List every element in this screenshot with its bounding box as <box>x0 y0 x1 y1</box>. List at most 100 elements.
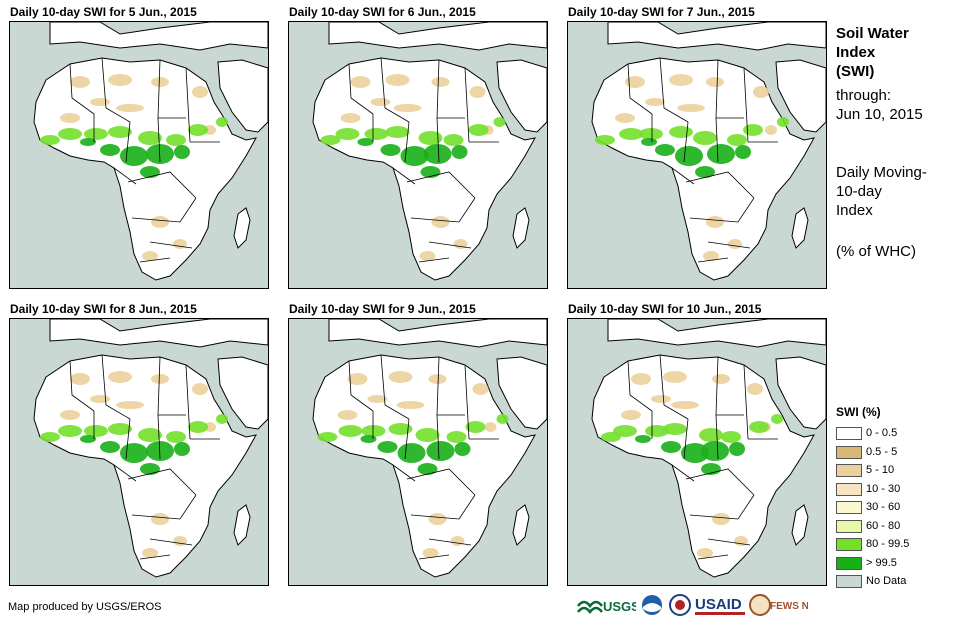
country-border <box>406 171 476 199</box>
swi-region-wet <box>699 428 723 442</box>
swi-region-saturated <box>641 138 657 146</box>
swi-region-dry <box>151 374 169 384</box>
swi-region-dry <box>645 98 665 106</box>
swi-region-saturated <box>174 442 190 456</box>
swi-region-wet <box>361 425 386 437</box>
swi-region-wet <box>84 425 108 437</box>
country-border <box>697 257 729 263</box>
country-border <box>113 464 137 482</box>
swi-region-saturated <box>357 138 374 146</box>
country-border <box>125 121 131 163</box>
swi-region-dry <box>703 251 719 261</box>
swi-region-wet <box>364 128 389 140</box>
swi-region-dry <box>625 76 645 88</box>
country-border <box>683 121 689 163</box>
panel-title-2: Daily 10-day SWI for 6 Jun., 2015 <box>289 5 476 19</box>
swi-region-wet <box>493 117 506 127</box>
swi-region-wet <box>58 425 82 437</box>
swi-region-wet <box>40 135 60 145</box>
swi-region-dry <box>90 395 110 403</box>
swi-region-dry <box>651 395 671 403</box>
swi-region-dry <box>753 86 769 98</box>
swi-region-saturated <box>423 144 452 164</box>
legend-label: 0 - 0.5 <box>866 427 898 439</box>
svg-text:FEWS NET: FEWS NET <box>770 601 808 612</box>
swi-region-dry <box>151 216 169 228</box>
swi-region-saturated <box>100 144 120 156</box>
swi-region-dry <box>671 401 699 409</box>
swi-region-saturated <box>426 441 455 461</box>
swi-region-saturated <box>635 435 651 443</box>
country-border <box>659 57 689 123</box>
swi-region-wet <box>188 124 208 136</box>
svg-text:USGS: USGS <box>603 599 636 614</box>
country-border <box>671 167 695 185</box>
country-border <box>149 241 193 249</box>
swi-region-saturated <box>120 443 148 463</box>
swi-region-dry <box>469 86 486 98</box>
swi-region-wet <box>385 126 410 138</box>
swi-region-wet <box>613 425 637 437</box>
svg-text:USAID: USAID <box>695 596 742 613</box>
country-border <box>689 197 755 223</box>
swi-region-dry <box>367 395 388 403</box>
madagascar-landmass <box>791 207 809 249</box>
country-border <box>697 554 729 560</box>
swi-region-dry <box>453 239 468 249</box>
swi-region-wet <box>216 414 228 424</box>
panel-title-1: Daily 10-day SWI for 5 Jun., 2015 <box>10 5 197 19</box>
europe-landmass <box>328 22 547 51</box>
noaa-logo <box>642 595 662 615</box>
country-border <box>380 354 410 420</box>
swi-region-saturated <box>100 441 120 453</box>
country-border <box>406 468 476 496</box>
country-border <box>185 364 191 440</box>
swi-map-panel-6 <box>567 318 827 586</box>
swi-region-wet <box>40 432 60 442</box>
legend-label: 0.5 - 5 <box>866 445 898 458</box>
swi-region-wet <box>771 414 783 424</box>
swi-region-wet <box>645 425 669 437</box>
swi-region-saturated <box>454 442 471 456</box>
swi-region-dry <box>116 104 144 112</box>
legend-swatch <box>836 575 862 588</box>
country-border <box>671 464 695 482</box>
madagascar-landmass <box>233 504 251 546</box>
swi-region-saturated <box>380 144 401 156</box>
swi-region-dry <box>712 374 730 384</box>
country-border <box>418 554 450 560</box>
swi-region-wet <box>693 131 717 145</box>
swi-region-dry <box>70 76 90 88</box>
swi-region-wet <box>727 134 747 146</box>
swi-region-wet <box>415 428 440 442</box>
swi-region-saturated <box>140 166 160 178</box>
panel-title-5: Daily 10-day SWI for 9 Jun., 2015 <box>289 302 476 316</box>
arabia-landmass <box>775 356 826 430</box>
swi-region-dry <box>728 239 742 249</box>
africa-map <box>568 319 826 585</box>
country-border <box>715 117 719 163</box>
swi-region-wet <box>58 128 82 140</box>
swi-region-wet <box>338 425 363 437</box>
country-border <box>627 360 653 412</box>
swi-region-wet <box>443 134 464 146</box>
swi-region-dry <box>388 371 413 383</box>
madagascar-landmass <box>791 504 809 546</box>
swi-region-wet <box>669 126 693 138</box>
arabia-landmass <box>217 59 268 133</box>
swi-map-panel-3 <box>567 21 827 289</box>
country-border <box>149 538 193 546</box>
description-line-2: 10-day <box>836 183 882 200</box>
swi-region-dry <box>712 513 730 525</box>
europe-landmass <box>328 319 547 348</box>
legend-label: > 99.5 <box>866 556 897 569</box>
swi-region-saturated <box>695 166 715 178</box>
country-border <box>410 197 476 223</box>
swi-map-panel-4 <box>9 318 269 586</box>
legend-label: No Data <box>866 575 907 587</box>
swi-region-dry <box>370 98 391 106</box>
swi-map-panel-2 <box>288 21 548 289</box>
country-border <box>139 554 171 560</box>
swi-region-dry <box>173 536 187 546</box>
swi-region-dry <box>663 371 687 383</box>
